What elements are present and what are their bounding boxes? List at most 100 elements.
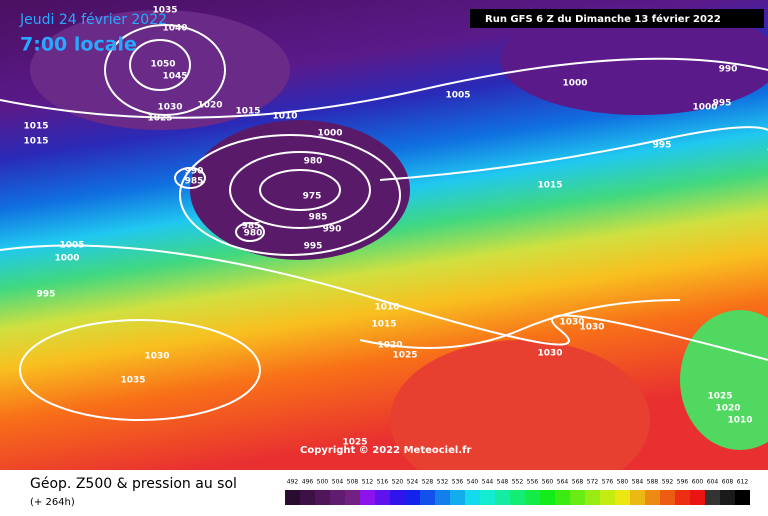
south-warm <box>390 340 650 500</box>
isobar-label: 1000 <box>317 129 342 139</box>
isobar-label: 1030 <box>537 349 562 359</box>
isobar-label: 990 <box>185 167 204 177</box>
colorbar-swatch <box>510 490 525 505</box>
isobar-label: 1010 <box>727 416 752 426</box>
colorbar-swatch <box>405 490 420 505</box>
isobar-label: 1000 <box>692 103 717 113</box>
colorbar-label: 560 <box>542 479 554 486</box>
run-label: Run GFS 6 Z du Dimanche 13 février 2022 <box>485 13 721 25</box>
isobar-label: 995 <box>713 99 732 109</box>
colorbar-label: 552 <box>512 479 524 486</box>
colorbar-swatch <box>315 490 330 505</box>
colorbar-swatch <box>570 490 585 505</box>
colorbar-label: 524 <box>407 479 419 486</box>
colorbar-label: 580 <box>617 479 629 486</box>
isobar-label: 1020 <box>377 341 402 351</box>
colorbar-swatch <box>435 490 450 505</box>
colorbar-swatch <box>690 490 705 505</box>
isobar-label: 1025 <box>147 114 172 124</box>
isobar-label: 1015 <box>371 320 396 330</box>
isobar-label: 985 <box>242 222 261 232</box>
colorbar-label: 548 <box>497 479 509 486</box>
colorbar-swatch <box>555 490 570 505</box>
colorbar-swatch <box>330 490 345 505</box>
isobar-label: 1015 <box>537 181 562 191</box>
isobar-label: 995 <box>37 290 56 300</box>
isobar-label: 1025 <box>342 438 367 448</box>
colorbar-swatch <box>705 490 720 505</box>
isobar-label: 990 <box>719 65 738 75</box>
colorbar-label: 568 <box>572 479 584 486</box>
footer-title: Géop. Z500 & pression au sol <box>30 476 237 492</box>
isobar-label: 1030 <box>157 103 182 113</box>
isobar-label: 1015 <box>235 107 260 117</box>
date-label: Jeudi 24 février 2022 <box>19 12 167 28</box>
colorbar-swatch <box>345 490 360 505</box>
colorbar-swatch <box>450 490 465 505</box>
isobar-label: 1030 <box>144 352 169 362</box>
isobar-label: 985 <box>185 177 204 187</box>
isobar-label: 1020 <box>197 101 222 111</box>
colorbar-swatch <box>390 490 405 505</box>
isobar-label: 1000 <box>562 79 587 89</box>
colorbar-label: 612 <box>737 479 749 486</box>
isobar-label: 1015 <box>23 122 48 132</box>
isobar-label: 1035 <box>120 376 145 386</box>
isobar-label: 1030 <box>559 318 584 328</box>
colorbar-swatch <box>525 490 540 505</box>
colorbar-label: 520 <box>392 479 404 486</box>
isobar-label: 1025 <box>707 392 732 402</box>
colorbar-label: 496 <box>302 479 314 486</box>
colorbar-label: 544 <box>482 479 494 486</box>
high-area <box>30 10 290 130</box>
colorbar-swatch <box>675 490 690 505</box>
isobar-label: 1030 <box>579 323 604 333</box>
colorbar-swatch <box>540 490 555 505</box>
colorbar-label: 564 <box>557 479 569 486</box>
isobar-label: 1015 <box>23 137 48 147</box>
colorbar-label: 504 <box>332 479 344 486</box>
copyright: Copyright © 2022 Meteociel.fr <box>300 445 471 456</box>
colorbar-label: 508 <box>347 479 359 486</box>
colorbar-swatch <box>585 490 600 505</box>
time-label: 7:00 locale <box>20 34 137 56</box>
isobar-label: 1045 <box>162 72 187 82</box>
isobar-label: 995 <box>304 242 323 252</box>
colorbar-swatch <box>660 490 675 505</box>
colorbar-label: 536 <box>452 479 464 486</box>
colorbar-label: 596 <box>677 479 689 486</box>
isobar-label: 1010 <box>272 112 297 122</box>
colorbar-label: 556 <box>527 479 539 486</box>
isobar-label: 1025 <box>392 351 417 361</box>
colorbar-label: 584 <box>632 479 644 486</box>
colorbar-swatch <box>735 490 750 505</box>
isobar-label: 1035 <box>152 6 177 16</box>
colorbar-label: 540 <box>467 479 479 486</box>
colorbar-swatch <box>360 490 375 505</box>
colorbar-label: 588 <box>647 479 659 486</box>
colorbar: 492 496 500 504 508 512 516 520 524 528 532 536 540 5… <box>285 479 750 505</box>
isobar-label: 980 <box>304 157 323 167</box>
colorbar-label: 576 <box>602 479 614 486</box>
colorbar-swatch <box>285 490 300 505</box>
colorbar-label: 492 <box>287 479 299 486</box>
colorbar-label: 608 <box>722 479 734 486</box>
colorbar-swatch <box>300 490 315 505</box>
colorbar-swatch <box>480 490 495 505</box>
colorbar-label: 528 <box>422 479 434 486</box>
colorbar-swatch <box>495 490 510 505</box>
colorbar-swatch <box>600 490 615 505</box>
colorbar-swatch <box>465 490 480 505</box>
colorbar-label: 516 <box>377 479 389 486</box>
colorbar-swatch <box>630 490 645 505</box>
isobar-label: 1010 <box>374 303 399 313</box>
low-area <box>190 120 410 260</box>
colorbar-label: 512 <box>362 479 374 486</box>
isobar-label: 1040 <box>162 24 187 34</box>
footer-lead: (+ 264h) <box>30 497 75 508</box>
isobar-label: 1005 <box>445 91 470 101</box>
isobar-label: 980 <box>244 229 263 239</box>
